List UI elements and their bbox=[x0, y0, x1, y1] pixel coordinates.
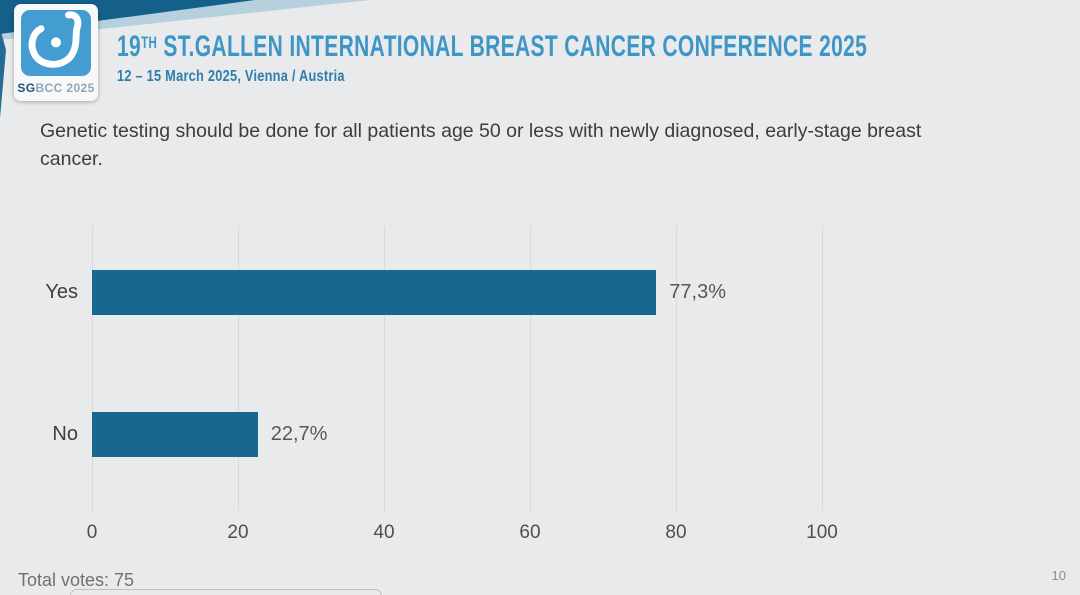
logo-sg: SG bbox=[17, 81, 36, 95]
gridline-80 bbox=[676, 226, 677, 511]
plot-area: 0 20 40 60 80 100 Yes 77,3% No 22,7% bbox=[45, 226, 838, 543]
total-votes-underline bbox=[70, 589, 382, 595]
sgbcc-breast-drop-icon bbox=[21, 10, 91, 76]
total-votes-label: Total votes: 75 bbox=[18, 570, 135, 590]
gridline-0 bbox=[92, 226, 93, 511]
value-label-yes: 77,3% bbox=[669, 281, 726, 303]
bar-yes bbox=[92, 269, 657, 315]
x-tick-label-60: 60 bbox=[519, 522, 541, 543]
category-label-yes: Yes bbox=[45, 281, 78, 303]
x-tick-label-20: 20 bbox=[227, 522, 249, 543]
x-tick-label-100: 100 bbox=[806, 522, 838, 543]
title-superscript: TH bbox=[141, 33, 158, 52]
x-tick-label-0: 0 bbox=[86, 522, 98, 543]
header: 19TH ST.GALLEN INTERNATIONAL BREAST CANC… bbox=[117, 30, 1080, 86]
logo-year: 2025 bbox=[62, 81, 95, 95]
sgbcc-logo-text: SGBCC 2025 bbox=[14, 81, 98, 95]
gridline-60 bbox=[530, 226, 531, 511]
sgbcc-logo-card: SGBCC 2025 bbox=[14, 4, 98, 101]
x-tick-label-40: 40 bbox=[373, 522, 395, 543]
gridline-20 bbox=[238, 226, 239, 511]
gridline-40 bbox=[384, 226, 385, 511]
category-label-no: No bbox=[52, 423, 78, 445]
value-label-no: 22,7% bbox=[270, 423, 328, 445]
poll-question: Genetic testing should be done for all p… bbox=[40, 120, 922, 170]
conference-subtitle: 12 – 15 March 2025, Vienna / Austria bbox=[117, 68, 345, 85]
title-number: 19 bbox=[117, 30, 142, 63]
title-text: ST.GALLEN INTERNATIONAL BREAST CANCER CO… bbox=[157, 30, 868, 63]
page-number: 10 bbox=[1051, 568, 1066, 583]
bar-no bbox=[92, 411, 258, 457]
logo-bcc: BCC bbox=[35, 81, 63, 95]
gridline-100 bbox=[822, 226, 823, 511]
x-tick-label-80: 80 bbox=[665, 522, 687, 543]
conference-title: 19TH ST.GALLEN INTERNATIONAL BREAST CANC… bbox=[117, 30, 867, 64]
